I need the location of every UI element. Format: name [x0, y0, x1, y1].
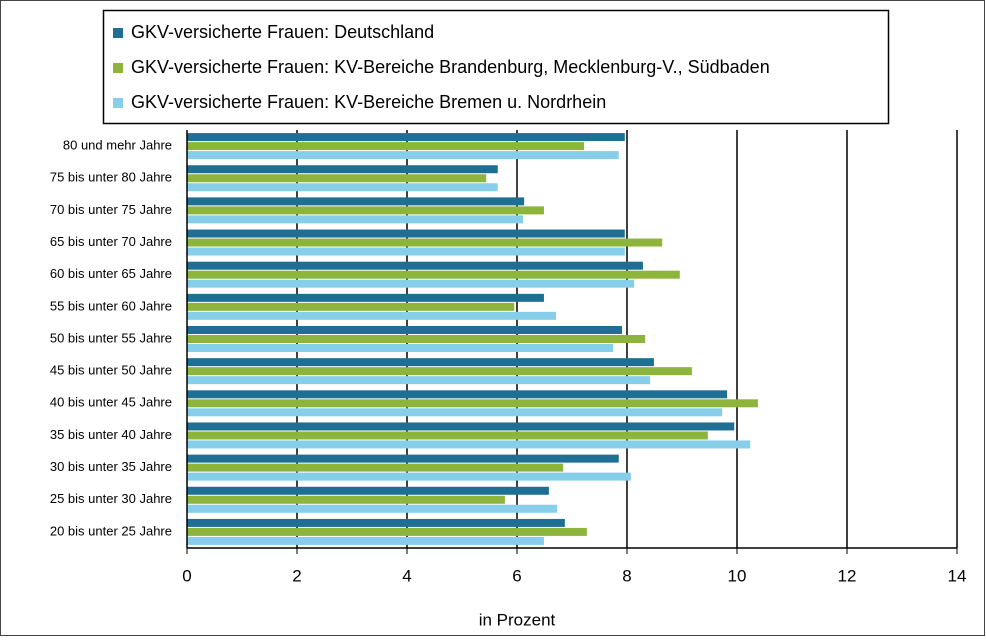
- bar: [187, 133, 625, 142]
- bar: [187, 183, 498, 192]
- bar: [187, 495, 505, 504]
- y-tick-label: 65 bis unter 70 Jahre: [50, 234, 172, 249]
- bar: [187, 326, 623, 334]
- legend-swatch: [113, 63, 123, 73]
- x-tick-label: 6: [512, 566, 521, 585]
- bar: [187, 463, 564, 472]
- bar: [187, 504, 558, 513]
- bar: [187, 174, 487, 183]
- legend-swatch: [113, 98, 123, 108]
- bar: [187, 472, 631, 481]
- y-tick-label: 50 bis unter 55 Jahre: [50, 330, 172, 345]
- bar: [187, 376, 651, 385]
- bar: [187, 197, 525, 206]
- bar: [187, 293, 544, 302]
- legend-box: [102, 9, 890, 125]
- bar: [187, 335, 646, 343]
- y-tick-label: 45 bis unter 50 Jahre: [50, 363, 172, 378]
- y-tick-label: 30 bis unter 35 Jahre: [50, 459, 172, 474]
- bar: [187, 431, 708, 440]
- bar: [187, 527, 587, 536]
- bar: [187, 454, 619, 463]
- x-axis-label: in Prozent: [479, 610, 556, 629]
- bar: [187, 270, 680, 279]
- y-tick-label: 25 bis unter 30 Jahre: [50, 491, 172, 506]
- bar: [187, 399, 758, 408]
- y-tick-label: 75 bis unter 80 Jahre: [50, 170, 172, 185]
- x-tick-label: 8: [622, 566, 631, 585]
- legend-label: GKV-versicherte Frauen: KV-Bereiche Bran…: [131, 57, 770, 77]
- bar: [187, 390, 728, 399]
- bar: [187, 151, 619, 160]
- bar: [187, 229, 625, 238]
- bar: [187, 206, 544, 215]
- bar: [187, 165, 498, 174]
- x-tick-label: 10: [728, 566, 747, 585]
- y-tick-label: 80 und mehr Jahre: [63, 138, 172, 153]
- bar: [187, 518, 565, 527]
- x-tick-label: 12: [838, 566, 857, 585]
- bar: [187, 215, 524, 224]
- bar: [187, 408, 723, 417]
- bar: [187, 261, 643, 270]
- bar: [187, 358, 654, 367]
- y-tick-label: 55 bis unter 60 Jahre: [50, 298, 172, 313]
- bar: [187, 486, 549, 495]
- bar: [187, 247, 625, 256]
- legend-label: GKV-versicherte Frauen: Deutschland: [131, 22, 434, 42]
- bar: [187, 367, 692, 376]
- bar: [187, 440, 751, 449]
- bar: [187, 142, 585, 151]
- x-tick-label: 14: [948, 566, 967, 585]
- bar: [187, 536, 544, 545]
- bar: [187, 344, 614, 352]
- x-tick-label: 4: [402, 566, 411, 585]
- bar: [187, 279, 635, 288]
- bar: [187, 238, 663, 247]
- y-tick-label: 60 bis unter 65 Jahre: [50, 266, 172, 281]
- y-tick-label: 70 bis unter 75 Jahre: [50, 202, 172, 217]
- x-tick-label: 2: [292, 566, 301, 585]
- y-tick-label: 35 bis unter 40 Jahre: [50, 427, 172, 442]
- y-tick-label: 20 bis unter 25 Jahre: [50, 523, 172, 538]
- y-tick-label: 40 bis unter 45 Jahre: [50, 395, 172, 410]
- bar: [187, 302, 515, 311]
- bar: [187, 311, 557, 320]
- legend-swatch: [113, 28, 123, 38]
- x-tick-label: 0: [182, 566, 191, 585]
- legend-label: GKV-versicherte Frauen: KV-Bereiche Brem…: [131, 92, 606, 112]
- bar: [187, 422, 735, 431]
